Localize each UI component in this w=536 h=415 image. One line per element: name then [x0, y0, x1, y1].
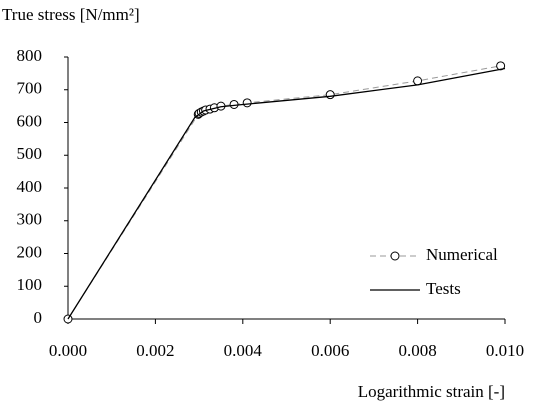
x-tick-label: 0.004 [224, 341, 263, 360]
data-point [242, 98, 252, 108]
y-tick-label: 300 [17, 210, 43, 229]
x-tick-label: 0.008 [398, 341, 436, 360]
y-axis-label: True stress [N/mm²] [2, 5, 140, 24]
y-tick-label: 500 [17, 144, 43, 163]
y-tick-label: 100 [17, 275, 43, 294]
y-tick-label: 0 [34, 308, 43, 327]
series-line [67, 67, 506, 320]
y-tick-label: 800 [17, 46, 43, 65]
y-tick-label: 700 [17, 79, 43, 98]
legend-marker [390, 251, 400, 261]
y-tick-label: 200 [17, 242, 43, 261]
x-tick-label: 0.006 [311, 341, 349, 360]
data-point [325, 90, 335, 100]
x-tick-label: 0.002 [136, 341, 174, 360]
legend-label: Tests [426, 279, 461, 298]
y-tick-label: 600 [17, 111, 43, 130]
x-tick-label: 0.010 [486, 341, 524, 360]
y-tick-label: 400 [17, 177, 43, 196]
x-tick-label: 0.000 [49, 341, 87, 360]
legend-label: Numerical [426, 245, 498, 264]
x-axis-label: Logarithmic strain [-] [358, 382, 505, 401]
